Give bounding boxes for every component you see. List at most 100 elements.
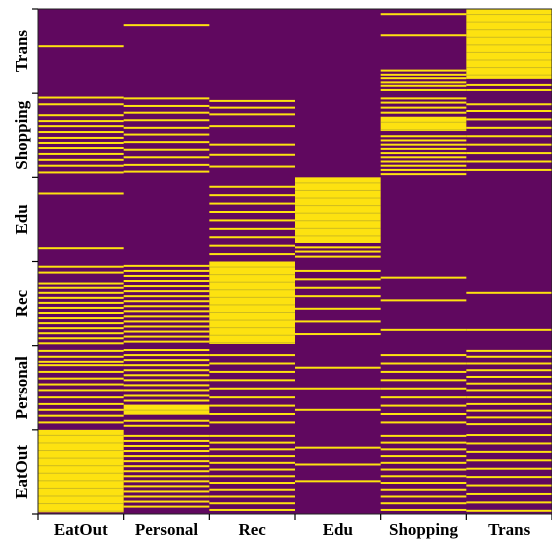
heatmap-cell-personal-eatout-line — [123, 434, 210, 437]
heatmap-row-rule — [38, 480, 124, 482]
heatmap-cell-personal-eatout-line — [123, 450, 210, 453]
heatmap-cell-eatout-edu-line — [38, 192, 124, 195]
heatmap-cell-trans-shopping-line — [466, 103, 552, 106]
heatmap-cell-rec-personal-line — [209, 421, 295, 424]
heatmap-cell-personal-eatout-line — [123, 480, 210, 483]
heatmap-row-rule — [295, 182, 381, 184]
heatmap-cell-rec-eatout-line — [209, 482, 295, 485]
heatmap-cell-personal-shopping-line — [123, 148, 210, 151]
heatmap-cell-personal-personal-line — [123, 389, 210, 392]
heatmap-cell-personal-eatout-line — [123, 455, 210, 458]
heatmap-row-rule — [209, 312, 295, 313]
heatmap-cell-personal-rec-line — [123, 264, 210, 267]
heatmap-cell-personal-personal-line — [123, 349, 210, 352]
heatmap-cell-rec-eatout-line — [209, 434, 295, 437]
heatmap-cell-shopping-shopping-line — [380, 173, 467, 176]
heatmap-cell-eatout-personal-line — [38, 355, 124, 358]
heatmap-row-rule — [38, 450, 124, 452]
heatmap-cell-eatout-rec-line — [38, 282, 124, 285]
heatmap-cell-personal-shopping-line — [123, 156, 210, 159]
heatmap-cell-edu-personal-line — [295, 387, 381, 390]
y-tick-label-rec: Rec — [12, 289, 31, 317]
heatmap-cell-personal-personal-line — [123, 359, 210, 362]
heatmap-cell-personal-eatout-line — [123, 470, 210, 473]
heatmap-cell-trans-eatout-line — [466, 476, 552, 479]
heatmap-cell-eatout-shopping-line — [38, 147, 124, 150]
heatmap-cell-trans-rec-line — [466, 291, 552, 294]
heatmap-cell-trans-personal-line — [466, 396, 552, 399]
heatmap-cell-personal-rec-line — [123, 295, 210, 298]
heatmap-cell-eatout-personal-line — [38, 402, 124, 405]
heatmap-cell-rec-edu-line — [209, 219, 295, 222]
heatmap-cell-shopping-trans-line — [380, 84, 467, 87]
y-tick-label-eatout: EatOut — [12, 445, 31, 499]
heatmap-row-rule — [209, 319, 295, 321]
y-tick-label-shopping: Shopping — [12, 100, 31, 169]
heatmap-cell-eatout-personal-line — [38, 360, 124, 363]
heatmap-cell-rec-personal-line — [209, 413, 295, 415]
heatmap-row-rule — [295, 189, 381, 191]
heatmap-cell-shopping-shopping-line — [380, 101, 467, 104]
heatmap-cell-personal-personal-line — [123, 364, 210, 367]
heatmap-cell-personal-eatout-line — [123, 485, 210, 488]
heatmap-cell-edu-eatout-line — [295, 463, 381, 466]
heatmap-cell-personal-personal-line — [123, 379, 210, 382]
heatmap-cell-personal-shopping-line — [123, 104, 210, 107]
heatmap-cell-personal-personal-line — [123, 424, 210, 427]
heatmap-cell-shopping-shopping-line — [380, 106, 467, 109]
heatmap-cell-rec-edu-line — [209, 236, 295, 239]
heatmap-cell-personal-rec-line — [123, 325, 210, 328]
heatmap-cell-rec-personal-line — [209, 370, 295, 373]
heatmap-cell-trans-shopping-line — [466, 135, 552, 138]
heatmap-cell-personal-shopping-line — [123, 163, 210, 166]
heatmap-cell-shopping-rec-line — [380, 299, 467, 302]
heatmap-cell-edu-rec-line — [295, 320, 381, 323]
heatmap-cell-edu-rec-line — [295, 295, 381, 298]
heatmap-cell-personal-eatout-line — [123, 465, 210, 468]
heatmap-cell-shopping-trans-line — [380, 81, 467, 84]
heatmap-cell-eatout-rec-line — [38, 296, 124, 299]
heatmap-cell-shopping-personal-line — [380, 362, 467, 365]
x-tick-label-edu: Edu — [323, 520, 353, 539]
heatmap-cell-shopping-trans-line — [380, 34, 467, 37]
y-tick-label-personal: Personal — [12, 356, 31, 420]
heatmap-cell-trans-personal-line — [466, 355, 552, 358]
heatmap-row-rule — [38, 434, 124, 436]
heatmap-cell-personal-eatout-line — [123, 444, 210, 447]
heatmap-row-rule — [209, 327, 295, 329]
heatmap-cell-rec-eatout-line — [209, 461, 295, 464]
heatmap-cell-trans-shopping-line — [466, 126, 552, 129]
heatmap-cell-personal-rec-line — [123, 305, 210, 308]
heatmap-cell-shopping-trans-line — [380, 73, 467, 76]
heatmap-cell-personal-eatout-line — [123, 439, 210, 442]
heatmap-cell-trans-eatout-line — [466, 459, 552, 462]
heatmap-cell-trans-personal-line — [466, 416, 552, 419]
y-tick-label-trans: Trans — [12, 30, 31, 73]
heatmap-cell-personal-eatout-line — [123, 460, 210, 463]
heatmap-cell-trans-eatout-line — [466, 450, 552, 453]
heatmap-cell-eatout-rec-line — [38, 342, 124, 345]
heatmap-row-rule — [466, 51, 552, 53]
heatmap-cell-shopping-eatout-line — [380, 448, 467, 451]
heatmap-cell-trans-personal-line — [466, 369, 552, 372]
heatmap-cell-eatout-personal-line — [38, 377, 124, 380]
heatmap-cell-personal-eatout-line — [123, 500, 210, 503]
heatmap-cell-rec-eatout-line — [209, 455, 295, 458]
heatmap-cell-shopping-eatout-line — [380, 434, 467, 437]
heatmap-cell-personal-personal-line — [123, 399, 210, 402]
heatmap-cell-trans-shopping-line — [466, 118, 552, 121]
heatmap-cell-personal-shopping-line — [123, 141, 210, 144]
heatmap-cell-shopping-eatout-line — [380, 455, 467, 458]
heatmap-row-rule — [209, 266, 295, 268]
heatmap-cell-trans-trans-line — [466, 83, 552, 86]
heatmap-row-rule — [380, 129, 467, 131]
heatmap-cell-rec-personal-line — [209, 362, 295, 365]
heatmap-cell-eatout-shopping-line — [38, 131, 124, 134]
heatmap-cell-personal-eatout-line — [123, 475, 210, 478]
heatmap-cell-eatout-shopping-line — [38, 125, 124, 128]
heatmap-cell-trans-eatout-line — [466, 467, 552, 470]
heatmap-cell-shopping-personal-line — [380, 413, 467, 415]
x-tick-label-shopping: Shopping — [389, 520, 458, 539]
heatmap-cell-edu-edu-block — [295, 177, 381, 243]
heatmap-cell-personal-rec-line — [123, 320, 210, 323]
